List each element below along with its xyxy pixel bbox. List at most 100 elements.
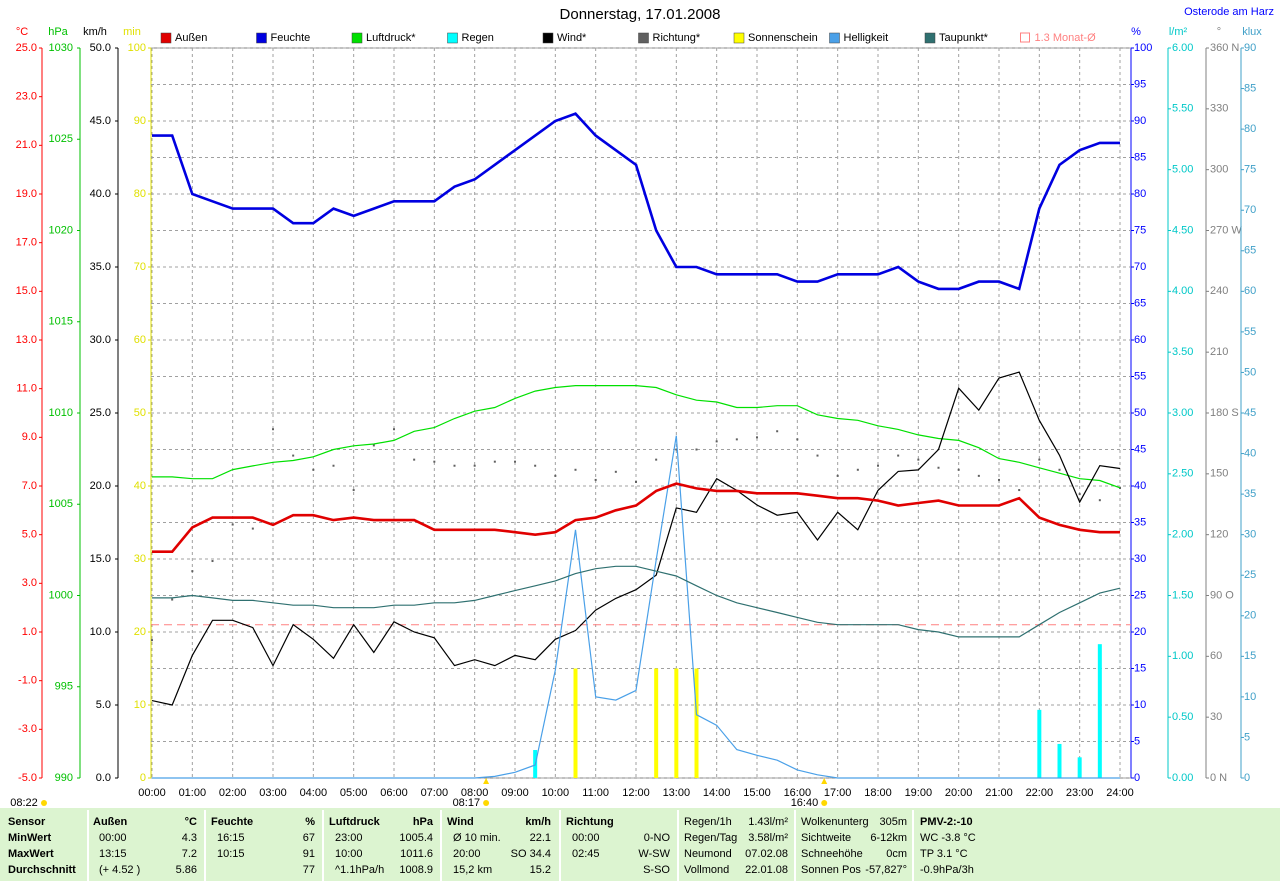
y-tick-label: 70	[1134, 261, 1146, 273]
y-tick-label: 60	[1134, 334, 1146, 346]
legend-label: Taupunkt*	[939, 32, 989, 44]
cell: 15.2	[530, 864, 551, 876]
direction-dot	[413, 458, 416, 461]
y-tick-label: 45.0	[90, 115, 111, 127]
y-tick-label: 30.0	[90, 334, 111, 346]
legend-label: Wind*	[557, 32, 587, 44]
x-tick-label: 08:00	[461, 787, 489, 799]
direction-dot	[977, 474, 980, 477]
y-tick-label: 1030	[49, 42, 73, 54]
series-line	[152, 112, 1120, 291]
info-value: 3.58l/m²	[748, 832, 788, 844]
cell: 0-NO	[644, 832, 671, 844]
y-tick-label: 210	[1210, 346, 1228, 358]
series-line	[152, 385, 1121, 489]
y-tick-label: 0.00	[1172, 772, 1193, 784]
y-tick-label: 4.00	[1172, 285, 1193, 297]
location: Osterode am Harz	[1184, 6, 1274, 18]
y-tick-label: 30	[1210, 711, 1222, 723]
y-tick-label: 1.0	[22, 626, 37, 638]
legend-label: Außen	[175, 32, 207, 44]
cell: 10:15	[217, 848, 245, 860]
x-tick-label: 16:00	[784, 787, 812, 799]
y-tick-label: 25	[1244, 569, 1256, 581]
info-value: -57,827°	[865, 864, 907, 876]
y-tick-label: 990	[55, 772, 73, 784]
direction-dot	[453, 464, 456, 467]
cell: 67	[303, 832, 315, 844]
x-tick-label: 03:00	[259, 787, 287, 799]
legend-label: Richtung*	[653, 32, 701, 44]
y-tick-label: 5.0	[96, 699, 111, 711]
y-tick-label: 240	[1210, 285, 1228, 297]
legend-swatch	[351, 32, 363, 44]
y-tick-label: 50.0	[90, 42, 111, 54]
direction-dot	[473, 464, 476, 467]
x-tick-label: 18:00	[864, 787, 892, 799]
direction-dot	[433, 460, 436, 463]
cell: 00:00	[99, 832, 127, 844]
row-label: Sensor	[8, 816, 46, 828]
y-tick-label: 90	[134, 115, 146, 127]
bar	[573, 668, 578, 778]
cell: ^1.1hPa/h	[335, 864, 384, 876]
cell: 10:00	[335, 848, 363, 860]
bar	[1037, 709, 1042, 778]
axis-unit: °	[1217, 26, 1221, 38]
direction-dot	[635, 480, 637, 483]
x-tick-label: 06:00	[380, 787, 408, 799]
cell: 20:00	[453, 848, 481, 860]
y-tick-label: 1025	[49, 133, 73, 145]
cell: 13:15	[99, 848, 127, 860]
sun-marker	[821, 778, 828, 784]
direction-dot	[574, 468, 577, 471]
y-tick-label: 13.0	[16, 334, 37, 346]
direction-dot	[756, 436, 758, 439]
legend-swatch	[924, 32, 936, 44]
direction-dot	[1058, 468, 1061, 471]
direction-dot	[554, 474, 557, 477]
column-unit: km/h	[525, 816, 551, 828]
direction-dot	[957, 468, 960, 471]
direction-dot	[251, 527, 254, 530]
y-tick-label: 40.0	[90, 188, 111, 200]
direction-dot	[877, 464, 879, 467]
y-tick-label: 80	[134, 188, 146, 200]
info-value: 22.01.08	[745, 864, 788, 876]
y-tick-label: 360 N	[1210, 42, 1239, 54]
pmv-line: WC -3.8 °C	[920, 832, 976, 844]
y-tick-label: 65	[1244, 245, 1256, 257]
x-tick-label: 04:00	[300, 787, 328, 799]
cell: 91	[303, 848, 315, 860]
y-tick-label: 9.0	[22, 431, 37, 443]
column-title: Außen	[93, 816, 128, 828]
x-tick-label: 01:00	[179, 787, 207, 799]
axis-unit: °C	[16, 26, 28, 38]
direction-dot	[1078, 493, 1081, 496]
y-tick-label: 300	[1210, 164, 1228, 176]
row-label: MaxWert	[8, 848, 54, 860]
y-tick-label: 2.00	[1172, 529, 1193, 541]
x-tick-label: 21:00	[985, 787, 1013, 799]
y-tick-label: 1000	[49, 589, 73, 601]
y-tick-label: 23.0	[16, 91, 37, 103]
legend-swatch	[733, 32, 745, 44]
y-tick-label: 180 S	[1210, 407, 1239, 419]
y-tick-label: 90	[1134, 115, 1146, 127]
y-tick-label: 1.50	[1172, 589, 1193, 601]
y-tick-label: 40	[134, 480, 146, 492]
y-tick-label: 80	[1134, 188, 1146, 200]
pmv-line: -0.9hPa/3h	[920, 864, 974, 876]
cell: W-SW	[638, 848, 670, 860]
cell: 5.86	[176, 864, 197, 876]
info-label: Vollmond	[684, 864, 729, 876]
x-tick-label: 22:00	[1026, 787, 1054, 799]
y-tick-label: 19.0	[16, 188, 37, 200]
cell: 15,2 km	[453, 864, 492, 876]
direction-dot	[816, 454, 819, 457]
y-tick-label: 95	[1134, 78, 1146, 90]
y-tick-label: 50	[1244, 366, 1256, 378]
y-tick-label: 30	[1134, 553, 1146, 565]
legend-swatch	[256, 32, 267, 44]
y-tick-label: 30	[134, 553, 146, 565]
